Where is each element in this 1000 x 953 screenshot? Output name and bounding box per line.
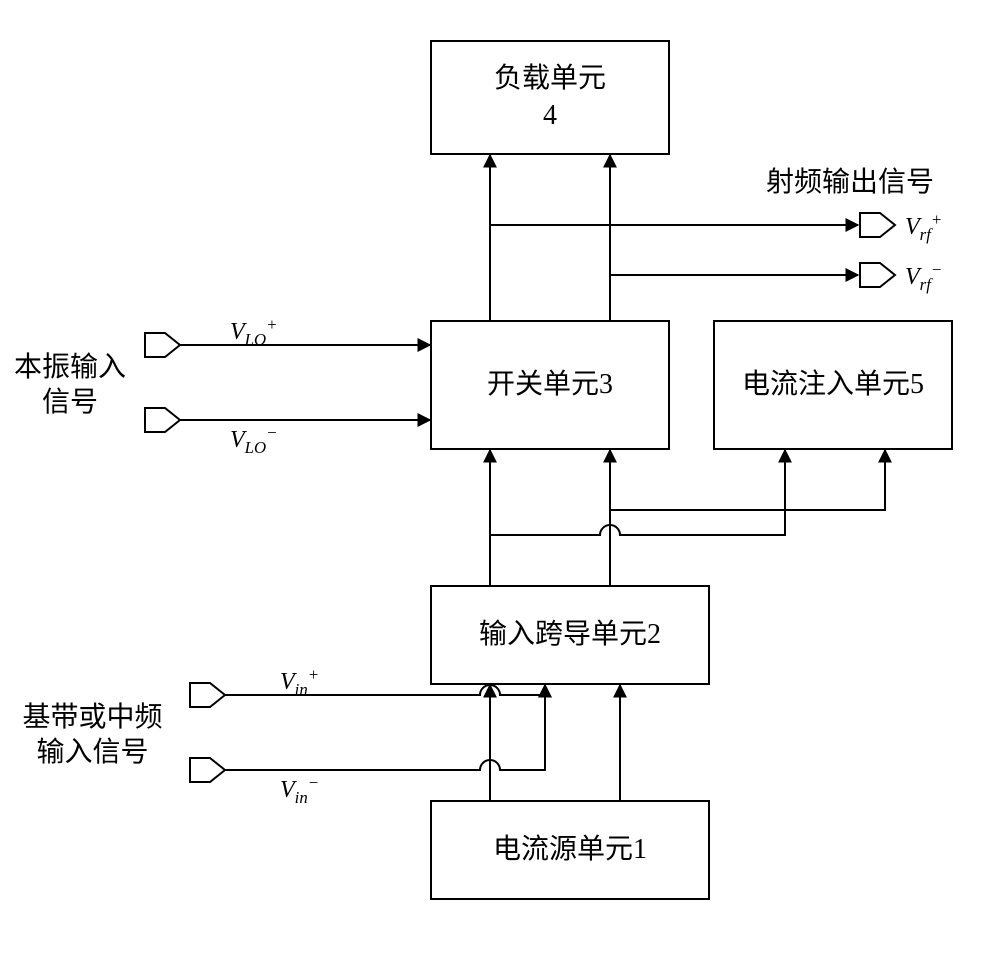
block-load-label1: 负载单元: [494, 61, 606, 97]
pentagon-rf-plus-icon: [860, 213, 895, 237]
pentagon-in-minus-icon: [190, 758, 225, 782]
diagram-canvas: 负载单元 4 开关单元3 电流注入单元5 输入跨导单元2 电流源单元1 本振输入…: [0, 0, 1000, 953]
block-inject-label: 电流注入单元5: [742, 367, 924, 403]
rf-output-label: 射频输出信号: [740, 165, 960, 200]
v-lo-minus-label: VLO−: [230, 423, 277, 459]
lo-input-label-2: 信号: [42, 387, 98, 418]
block-source: 电流源单元1: [430, 800, 710, 900]
lo-input-label: 本振输入 信号: [0, 350, 140, 420]
v-in-plus-label: Vin+: [280, 665, 319, 701]
arrow-gm-inject-right: [610, 450, 885, 510]
in-input-label-1: 基带或中频: [22, 702, 162, 733]
arrow-gm-inject-left: [490, 450, 785, 535]
block-gm-label: 输入跨导单元2: [479, 617, 661, 653]
block-inject: 电流注入单元5: [713, 320, 953, 450]
rf-output-label-text: 射频输出信号: [766, 167, 934, 198]
lo-input-label-1: 本振输入: [14, 352, 126, 383]
arrow-vin-plus: [225, 685, 545, 695]
v-rf-minus-label: Vrf−: [905, 260, 942, 296]
block-switch-label: 开关单元3: [487, 367, 613, 403]
pentagon-lo-minus-icon: [145, 408, 180, 432]
block-transconductance: 输入跨导单元2: [430, 585, 710, 685]
arrow-vin-minus: [225, 685, 545, 770]
pentagon-lo-plus-icon: [145, 333, 180, 357]
v-lo-plus-label: VLO+: [230, 315, 277, 351]
block-load: 负载单元 4: [430, 40, 670, 155]
block-load-label2: 4: [543, 98, 557, 134]
block-switch: 开关单元3: [430, 320, 670, 450]
block-source-label: 电流源单元1: [493, 832, 647, 868]
pentagon-in-plus-icon: [190, 683, 225, 707]
pentagon-rf-minus-icon: [860, 263, 895, 287]
v-rf-plus-label: Vrf+: [905, 210, 942, 246]
in-input-label-2: 输入信号: [36, 737, 148, 768]
v-in-minus-label: Vin−: [280, 773, 319, 809]
in-input-label: 基带或中频 输入信号: [0, 700, 185, 770]
